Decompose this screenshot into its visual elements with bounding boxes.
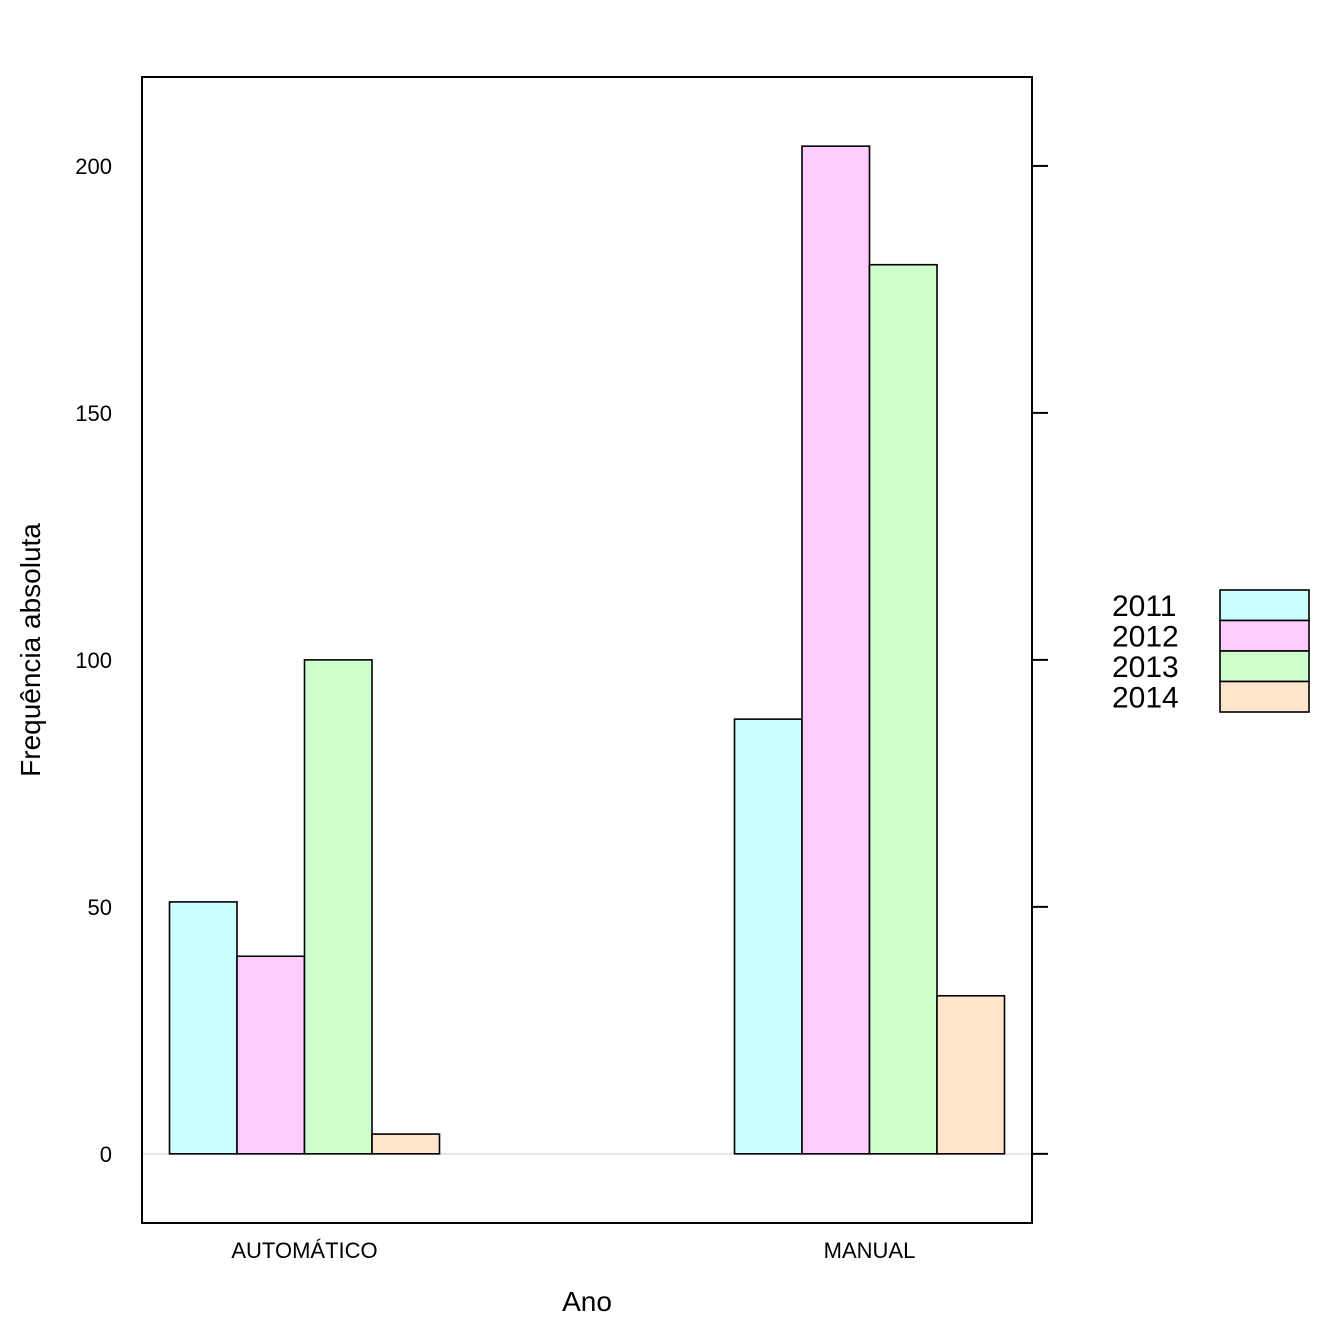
legend-swatch-2012 — [1219, 619, 1310, 652]
legend-swatch-2011 — [1219, 589, 1310, 622]
x-axis-ticks: AUTOMÁTICO MANUAL — [231, 1238, 915, 1263]
legend-label-2014: 2014 — [1112, 682, 1179, 715]
plot-frame — [141, 76, 1033, 1224]
y-tick-label: 200 — [75, 154, 112, 179]
y-axis-title: Frequência absoluta — [15, 523, 46, 777]
legend-label-2011: 2011 — [1112, 590, 1177, 623]
legend-swatch-2013 — [1219, 650, 1310, 683]
y-tick-label: 0 — [100, 1142, 112, 1167]
bar-manual-2011 — [733, 718, 803, 1155]
bar-automático-2012 — [236, 955, 306, 1155]
bar-automático-2014 — [371, 1133, 441, 1155]
bar-manual-2012 — [801, 145, 871, 1155]
legend-label-2013: 2013 — [1112, 651, 1179, 684]
y-tick-label: 50 — [88, 895, 112, 920]
bar-manual-2014 — [936, 994, 1006, 1155]
x-tick-label: AUTOMÁTICO — [231, 1238, 377, 1263]
y-tick-label: 100 — [75, 648, 112, 673]
bar-manual-2013 — [868, 263, 938, 1155]
legend-label-2012: 2012 — [1112, 621, 1179, 654]
bar-automático-2011 — [168, 901, 238, 1155]
bars — [168, 145, 1006, 1155]
x-axis-title: Ano — [562, 1286, 612, 1317]
y-tick-label: 150 — [75, 401, 112, 426]
legend-swatch-2014 — [1219, 680, 1310, 713]
x-tick-label: MANUAL — [824, 1238, 916, 1263]
y-axis-ticks: 0 50 100 150 200 — [75, 154, 1048, 1167]
bar-automático-2013 — [303, 659, 373, 1155]
